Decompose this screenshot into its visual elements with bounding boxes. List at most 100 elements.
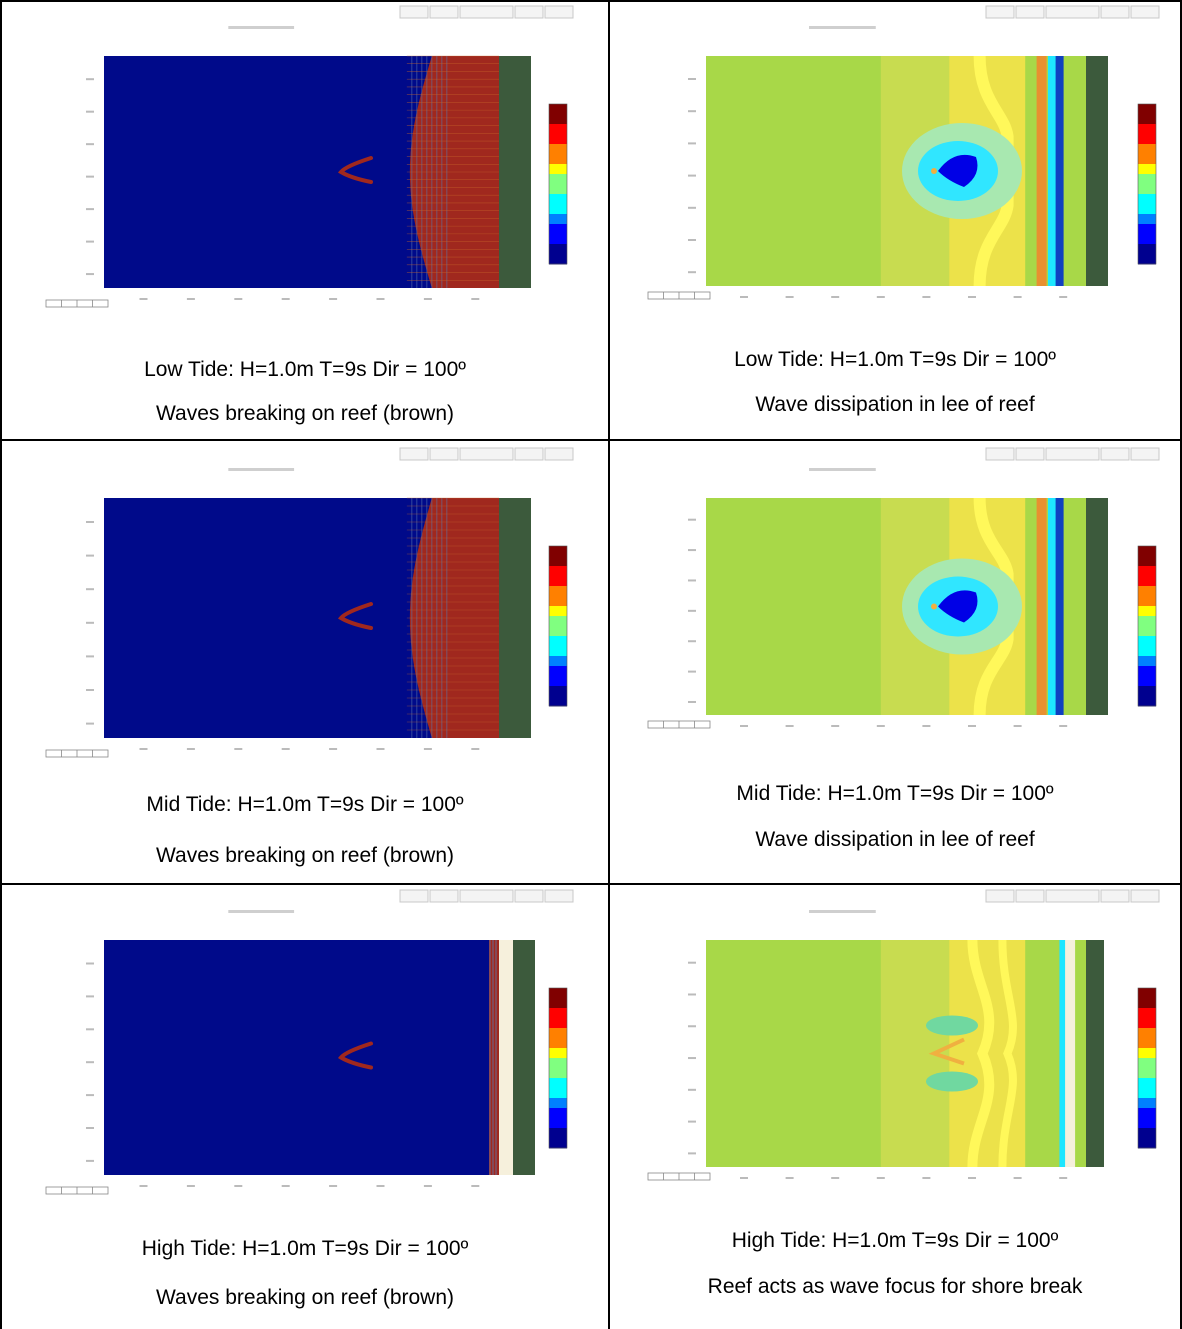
table-row-divider-2 bbox=[0, 883, 1182, 885]
x-tick-label bbox=[281, 748, 290, 750]
toolbar-button bbox=[985, 447, 1015, 461]
x-tick-label bbox=[376, 298, 385, 300]
x-tick-label bbox=[423, 748, 432, 750]
toolbar-button bbox=[399, 889, 429, 903]
colorbar-segment bbox=[1138, 676, 1156, 687]
table-border-right bbox=[1180, 0, 1182, 1329]
land-region bbox=[513, 940, 535, 1175]
colorbar-segment bbox=[549, 1038, 567, 1049]
figure-toolbar bbox=[809, 447, 1160, 471]
colorbar-segment bbox=[549, 1008, 567, 1019]
table-cell: Low Tide: H=1.0m T=9s Dir = 100º Wave di… bbox=[610, 2, 1180, 439]
scale-bar bbox=[45, 749, 109, 758]
x-tick-label bbox=[139, 748, 148, 750]
toolbar-button bbox=[514, 889, 544, 903]
colorbar-segment bbox=[1138, 1128, 1156, 1139]
y-tick-label bbox=[688, 271, 696, 274]
toolbar-button bbox=[985, 889, 1015, 903]
colorbar-segment bbox=[1138, 104, 1156, 115]
colorbar-segment bbox=[549, 1028, 567, 1039]
colorbar-segment bbox=[1138, 224, 1156, 235]
x-tick-label bbox=[831, 296, 840, 298]
x-tick-label bbox=[423, 298, 432, 300]
colorbar-segment bbox=[549, 626, 567, 637]
colorbar-segment bbox=[1138, 184, 1156, 195]
colorbar bbox=[1137, 103, 1157, 265]
table-border-middle bbox=[608, 0, 610, 1329]
reef-structure bbox=[337, 1041, 373, 1070]
colorbar-segment bbox=[1138, 1028, 1156, 1039]
table-cell: Mid Tide: H=1.0m T=9s Dir = 100º Wave di… bbox=[610, 441, 1180, 883]
toolbar-button bbox=[1045, 889, 1100, 903]
colorbar-segment bbox=[549, 1078, 567, 1089]
colorbar-segment bbox=[1138, 656, 1156, 667]
colorbar-segment bbox=[1138, 174, 1156, 185]
colorbar-segment bbox=[549, 174, 567, 185]
colorbar-segment bbox=[549, 998, 567, 1009]
axis-ticks bbox=[688, 961, 1068, 1179]
colorbar-segment bbox=[1138, 124, 1156, 135]
colorbar-segment bbox=[1138, 646, 1156, 657]
caption-line-1: Mid Tide: H=1.0m T=9s Dir = 100º bbox=[146, 793, 464, 816]
lee-shadow bbox=[926, 1015, 978, 1036]
y-tick-label bbox=[688, 670, 696, 673]
axis-ticks bbox=[86, 78, 480, 300]
x-tick-label bbox=[1059, 296, 1068, 298]
colorbar-segment bbox=[1138, 626, 1156, 637]
table-border-left bbox=[0, 0, 2, 1329]
y-tick-label bbox=[86, 1061, 94, 1064]
x-tick-label bbox=[876, 296, 885, 298]
y-tick-label bbox=[86, 1028, 94, 1031]
toolbar-button bbox=[459, 5, 514, 19]
y-tick-label bbox=[688, 78, 696, 80]
axis-ticks bbox=[86, 962, 480, 1187]
x-tick-label bbox=[234, 1185, 243, 1187]
axis-ticks bbox=[86, 521, 480, 750]
colorbar-segment bbox=[549, 1128, 567, 1139]
x-tick-label bbox=[234, 298, 243, 300]
colorbar-segment bbox=[549, 656, 567, 667]
focus-bands bbox=[967, 939, 1017, 1168]
y-tick-label bbox=[688, 1088, 696, 1091]
shore-blue-band bbox=[1055, 498, 1064, 715]
colorbar-frame bbox=[1137, 545, 1157, 707]
wave-height-plot bbox=[647, 5, 1160, 300]
toolbar-button bbox=[1045, 5, 1100, 19]
y-tick-label bbox=[688, 993, 696, 996]
x-tick-label bbox=[785, 725, 794, 727]
colorbar-frame bbox=[548, 987, 568, 1149]
colorbar-segment bbox=[549, 646, 567, 657]
toolbar-button bbox=[514, 5, 544, 19]
y-tick-label bbox=[86, 1159, 94, 1162]
x-tick-label bbox=[329, 748, 338, 750]
colorbar-segment bbox=[1138, 1018, 1156, 1029]
axis-ticks bbox=[688, 518, 1068, 727]
colorbar-segment bbox=[1138, 234, 1156, 245]
colorbar bbox=[548, 545, 568, 707]
dissipation-core bbox=[938, 154, 978, 187]
y-tick-label bbox=[688, 549, 696, 552]
toolbar-button bbox=[429, 889, 459, 903]
figure-title-text bbox=[809, 468, 876, 471]
shore-blue-band bbox=[1055, 56, 1064, 286]
caption-line-1: High Tide: H=1.0m T=9s Dir = 100º bbox=[141, 1237, 469, 1260]
caption-line-1: Low Tide: H=1.0m T=9s Dir = 100º bbox=[734, 348, 1056, 371]
toolbar-button bbox=[1015, 5, 1045, 19]
colorbar-segment bbox=[1138, 566, 1156, 577]
scale-bar bbox=[647, 720, 711, 729]
table-cell: Mid Tide: H=1.0m T=9s Dir = 100º Waves b… bbox=[2, 441, 608, 883]
land-region bbox=[499, 498, 531, 738]
colorbar-segment bbox=[1138, 586, 1156, 597]
x-tick-label bbox=[471, 298, 480, 300]
toolbar-button bbox=[399, 447, 429, 461]
colorbar-segment bbox=[1138, 696, 1156, 707]
colorbar-segment bbox=[549, 234, 567, 245]
colorbar-segment bbox=[549, 124, 567, 135]
toolbar-button bbox=[429, 447, 459, 461]
colorbar-segment bbox=[549, 1058, 567, 1069]
toolbar-button bbox=[459, 889, 514, 903]
colorbar-segment bbox=[1138, 686, 1156, 697]
y-tick-label bbox=[86, 78, 94, 81]
colorbar-segment bbox=[1138, 134, 1156, 145]
figure-title-text bbox=[809, 910, 876, 913]
